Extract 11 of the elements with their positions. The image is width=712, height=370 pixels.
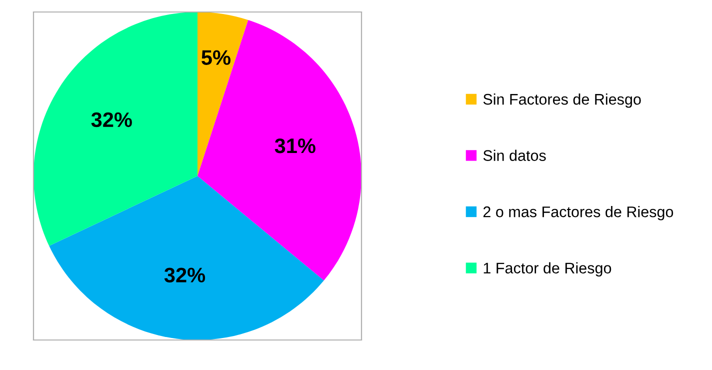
legend-label: 2 o mas Factores de Riesgo xyxy=(483,206,674,220)
data-label: 32% xyxy=(164,268,206,282)
legend-label: 1 Factor de Riesgo xyxy=(484,262,612,277)
legend-label: Sin Factores de Riesgo xyxy=(483,93,641,108)
pie-slice xyxy=(49,176,324,340)
data-label: 32% xyxy=(91,112,132,128)
pie-slice xyxy=(198,12,248,176)
pie-slice xyxy=(34,12,198,246)
legend-label: Sin datos xyxy=(483,150,546,161)
data-label: 31% xyxy=(274,138,316,154)
data-label: 5% xyxy=(202,50,230,65)
